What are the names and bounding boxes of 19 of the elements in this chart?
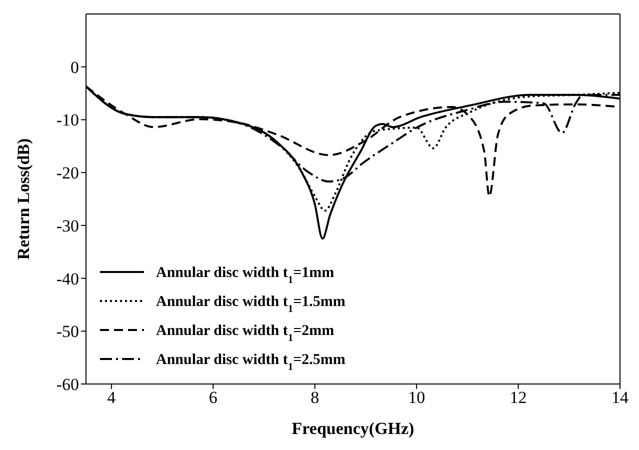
x-tick-label: 4 xyxy=(107,388,116,408)
legend-label: Annular disc width t$_{1}$=1.5mm xyxy=(156,294,346,314)
y-tick-label: -60 xyxy=(56,375,79,394)
legend-label: Annular disc width t$_{1}$=1mm xyxy=(156,265,335,286)
x-axis-title: Frequency(GHz) xyxy=(292,419,414,438)
y-tick-label: -50 xyxy=(56,322,79,342)
x-tick-label: 10 xyxy=(408,388,426,408)
y-tick-label: -20 xyxy=(56,164,79,183)
x-tick-label: 14 xyxy=(612,388,629,408)
y-tick-label: -10 xyxy=(56,110,79,130)
y-axis-title: Return Loss(dB) xyxy=(14,138,34,260)
x-tick-label: 8 xyxy=(310,388,320,408)
x-tick-label: 12 xyxy=(510,388,527,408)
y-tick-label: -30 xyxy=(56,216,79,236)
legend-label: Annular disc width t$_{1}$=2.5mm xyxy=(156,352,346,372)
legend-label: Annular disc width t$_{1}$=2mm xyxy=(156,323,335,344)
x-tick-label: 6 xyxy=(208,388,218,408)
y-tick-label: 0 xyxy=(70,58,79,77)
y-tick-label: -40 xyxy=(56,269,79,288)
